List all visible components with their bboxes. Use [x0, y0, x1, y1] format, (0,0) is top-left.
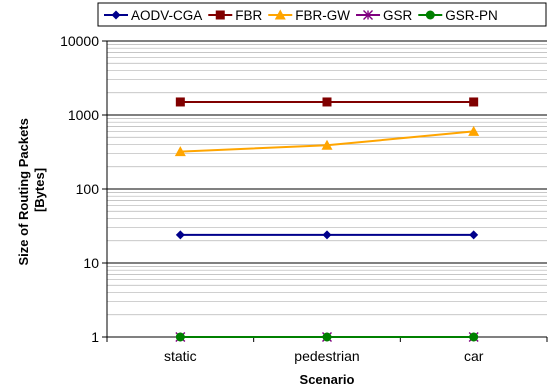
series-group	[174, 97, 480, 342]
y-tick-label: 10	[83, 255, 99, 271]
legend-marker-aodv-cga	[111, 10, 121, 20]
legend-label-gsr-pn: GSR-PN	[445, 8, 498, 23]
legend-marker-gsr	[363, 10, 374, 20]
legend-label-fbr-gw: FBR-GW	[295, 8, 350, 23]
data-point-gsr-pn	[322, 332, 332, 342]
series-fbr	[175, 97, 479, 107]
y-tick-label: 1	[91, 329, 99, 345]
legend-marker-fbr	[215, 10, 225, 20]
legend-label-fbr: FBR	[235, 8, 262, 23]
y-axis-title-line-1: Size of Routing Packets	[16, 118, 31, 265]
asterisk-stroke	[363, 10, 374, 20]
series-gsr-pn	[175, 332, 479, 342]
data-point-gsr-pn	[469, 332, 479, 342]
series-fbr-gw	[174, 125, 480, 157]
data-point-fbr	[175, 97, 185, 107]
axes	[102, 40, 548, 342]
legend-label-aodv-cga: AODV-CGA	[131, 8, 202, 23]
x-tick-labels: static pedestrian car	[164, 348, 484, 364]
x-tick-label: static	[164, 348, 197, 364]
y-tick-label: 10000	[60, 33, 99, 49]
y-tick-label: 100	[76, 181, 100, 197]
x-tick-label: pedestrian	[294, 348, 359, 364]
legend-item-fbr: FBR	[208, 8, 263, 23]
legend-item-gsr-pn: GSR-PN	[418, 8, 498, 23]
legend-marker-fbr-gw	[274, 9, 286, 20]
data-point-fbr	[469, 97, 479, 107]
x-axis-title: Scenario	[300, 372, 355, 387]
data-point-aodv-cga	[322, 230, 332, 240]
data-point-gsr-pn	[175, 332, 185, 342]
data-point-fbr-gw	[174, 146, 186, 157]
legend: AODV-CGA FBR FBR-GW GSR GSR-PN	[97, 2, 547, 27]
legend-item-gsr: GSR	[356, 8, 413, 23]
y-tick-labels: 1 10 100 1000 10000	[60, 33, 99, 345]
data-point-fbr-gw	[321, 139, 333, 150]
data-point-fbr-gw	[468, 125, 480, 136]
data-point-aodv-cga	[175, 230, 185, 240]
y-axis-title-line-2: [Bytes]	[32, 168, 47, 212]
data-point-aodv-cga	[469, 230, 479, 240]
legend-box	[97, 2, 547, 27]
legend-label-gsr: GSR	[383, 8, 413, 23]
gridlines	[107, 40, 547, 338]
series-aodv-cga	[175, 230, 479, 240]
legend-marker-gsr-pn	[425, 10, 435, 20]
legend-item-fbr-gw: FBR-GW	[268, 8, 350, 23]
x-tick-label: car	[464, 348, 484, 364]
y-axis-title: Size of Routing Packets [Bytes]	[16, 115, 47, 266]
legend-item-aodv-cga: AODV-CGA	[104, 8, 202, 23]
data-point-fbr	[322, 97, 332, 107]
y-tick-label: 1000	[68, 107, 99, 123]
